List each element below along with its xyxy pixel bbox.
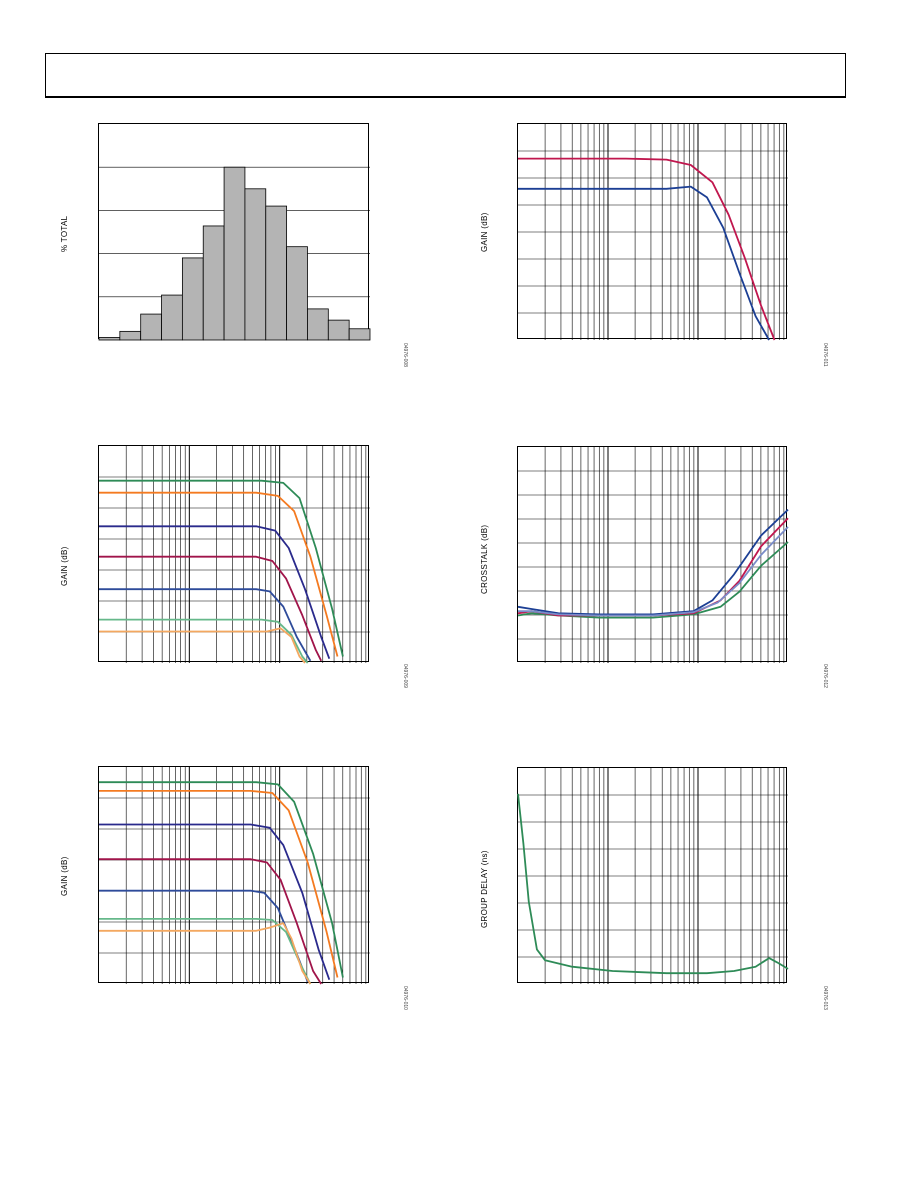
histogram-bar bbox=[181, 257, 204, 341]
histogram-bar bbox=[327, 319, 350, 341]
series-line-0 bbox=[517, 793, 789, 975]
crosstalk-svg bbox=[517, 447, 789, 663]
crosstalk-plot bbox=[517, 446, 789, 663]
figure-code: 04976-008 bbox=[402, 343, 408, 367]
series-line-2 bbox=[517, 508, 789, 616]
series-line-4 bbox=[99, 588, 312, 662]
series-line-1 bbox=[99, 789, 339, 978]
histogram-bar bbox=[244, 188, 267, 341]
gain-plot-bottom-left bbox=[98, 766, 370, 985]
series-line-1 bbox=[518, 185, 770, 341]
series-line-0 bbox=[99, 781, 344, 978]
histogram-bar bbox=[119, 330, 142, 341]
histogram-bar bbox=[307, 308, 329, 341]
series-line-0 bbox=[517, 541, 789, 619]
gain-plot-mid-left bbox=[98, 445, 370, 664]
histogram-bar bbox=[223, 166, 246, 341]
histogram-bar bbox=[348, 328, 371, 341]
y-axis-label: CROSSTALK (dB) bbox=[480, 524, 489, 594]
histogram-bar bbox=[286, 246, 308, 341]
y-axis-label: GAIN (dB) bbox=[60, 546, 69, 586]
y-axis-label: GAIN (dB) bbox=[60, 856, 69, 896]
histogram-bar bbox=[202, 225, 225, 341]
y-axis-label: GAIN (dB) bbox=[480, 212, 489, 252]
figure-code: 04976-010 bbox=[402, 986, 408, 1010]
series-line-0 bbox=[518, 157, 776, 341]
y-axis-label: GROUP DELAY (ns) bbox=[480, 850, 489, 928]
group-delay-plot bbox=[517, 767, 789, 984]
gain-plot-top-right bbox=[517, 123, 788, 341]
figure-code: 04976-013 bbox=[822, 986, 828, 1010]
figure-code: 04976-011 bbox=[822, 343, 828, 367]
series-line-1 bbox=[99, 491, 339, 657]
series-line-2 bbox=[99, 525, 331, 660]
page-header-box bbox=[45, 53, 846, 98]
histogram-bar bbox=[161, 294, 183, 341]
figure-code: 04976-009 bbox=[402, 664, 408, 688]
figure-code: 04976-012 bbox=[822, 664, 828, 688]
histogram-bar bbox=[98, 337, 121, 341]
histogram-bar bbox=[140, 313, 162, 341]
series-line-6 bbox=[99, 627, 306, 664]
series-line-4 bbox=[99, 889, 309, 983]
series-line-3 bbox=[518, 526, 789, 617]
gain-top-right-svg bbox=[518, 124, 788, 341]
series-line-3 bbox=[99, 555, 323, 662]
y-axis-label: % TOTAL bbox=[60, 215, 69, 252]
gain-mid-left-svg bbox=[99, 446, 370, 664]
histogram-plot bbox=[98, 123, 371, 341]
series-line-2 bbox=[99, 823, 331, 981]
gain-bottom-left-svg bbox=[99, 767, 370, 985]
histogram-svg bbox=[98, 166, 371, 341]
series-line-0 bbox=[99, 479, 344, 657]
group-delay-svg bbox=[517, 768, 789, 984]
histogram-bar bbox=[265, 205, 288, 341]
series-line-3 bbox=[99, 858, 322, 985]
series-line-5 bbox=[99, 917, 312, 985]
series-line-5 bbox=[99, 618, 309, 664]
series-line-6 bbox=[99, 922, 312, 985]
